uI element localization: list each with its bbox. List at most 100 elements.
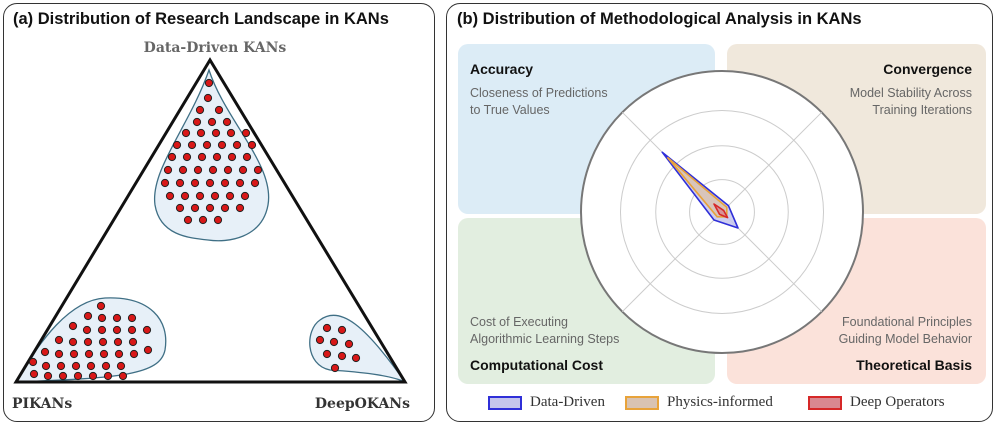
data-driven-point	[211, 128, 221, 138]
legend-item-data-driven: Data-Driven	[488, 394, 605, 411]
data-driven-point	[180, 191, 190, 201]
pikans-point	[29, 369, 39, 379]
legend-swatch-deep-operators	[808, 395, 842, 410]
quadrant-accuracy-title: Accuracy	[470, 61, 533, 77]
deepokans-point	[344, 339, 354, 349]
pikans-point	[143, 345, 153, 355]
data-driven-point	[160, 178, 170, 188]
deepokans-point	[329, 337, 339, 347]
pikans-point	[41, 361, 51, 371]
radar-spoke-3	[721, 211, 823, 313]
data-driven-point	[240, 191, 250, 201]
legend-label-deep-operators: Deep Operators	[850, 394, 945, 410]
panel-b-title: (b) Distribution of Methodological Analy…	[457, 10, 862, 28]
data-driven-point	[213, 215, 223, 225]
pikans-point	[101, 361, 111, 371]
legend-label-physics-informed: Physics-informed	[667, 394, 773, 410]
pikans-point	[129, 349, 139, 359]
quadrant-cost-desc-2: Algorithmic Learning Steps	[470, 332, 619, 346]
radar-chart	[580, 70, 864, 354]
data-driven-point	[210, 191, 220, 201]
pikans-point	[83, 311, 93, 321]
data-driven-point	[178, 165, 188, 175]
deepokans-point	[337, 325, 347, 335]
pikans-point	[54, 349, 64, 359]
radar-grid-ring-2	[655, 145, 789, 279]
radar-grid-ring-1	[689, 179, 755, 245]
data-driven-point	[183, 215, 193, 225]
quadrant-cost-title: Computational Cost	[470, 357, 603, 373]
pikans-point	[112, 325, 122, 335]
deepokans-point	[351, 353, 361, 363]
data-driven-point	[242, 152, 252, 162]
data-driven-point	[241, 128, 251, 138]
data-driven-point	[235, 203, 245, 213]
pikans-point	[127, 325, 137, 335]
radar-series-deep-operators	[713, 203, 729, 219]
pikans-point	[96, 301, 106, 311]
data-driven-point	[220, 203, 230, 213]
pikans-point	[127, 313, 137, 323]
pikans-point	[28, 357, 38, 367]
data-driven-point	[222, 117, 232, 127]
data-driven-point	[207, 117, 217, 127]
data-driven-point	[205, 178, 215, 188]
pikans-point	[97, 313, 107, 323]
data-driven-point	[208, 165, 218, 175]
legend-item-deep-operators: Deep Operators	[808, 394, 945, 411]
data-driven-point	[227, 152, 237, 162]
data-driven-point	[204, 78, 214, 88]
data-driven-point	[172, 140, 182, 150]
data-driven-point	[165, 191, 175, 201]
legend-swatch-data-driven	[488, 395, 522, 410]
pikans-point	[56, 361, 66, 371]
pikans-point	[83, 337, 93, 347]
quadrant-accuracy-desc-1: Closeness of Predictions	[470, 86, 608, 100]
pikans-point	[142, 325, 152, 335]
legend: Data-Driven Physics-informed Deep Operat…	[488, 394, 968, 416]
panel-a-title: (a) Distribution of Research Landscape i…	[13, 10, 389, 28]
data-driven-point	[193, 165, 203, 175]
pikans-point	[116, 361, 126, 371]
data-driven-point	[190, 203, 200, 213]
data-driven-point	[175, 203, 185, 213]
quadrant-convergence-title: Convergence	[883, 61, 972, 77]
data-driven-point	[195, 105, 205, 115]
legend-item-physics-informed: Physics-informed	[625, 394, 773, 411]
quadrant-theory-title: Theoretical Basis	[856, 357, 972, 373]
data-driven-point	[253, 165, 263, 175]
pikans-point	[112, 313, 122, 323]
quadrant-theory-desc-2: Guiding Model Behavior	[839, 332, 972, 346]
data-driven-point	[181, 128, 191, 138]
pikans-point	[82, 325, 92, 335]
quadrant-convergence-desc-1: Model Stability Across	[850, 86, 972, 100]
legend-swatch-physics-informed	[625, 395, 659, 410]
data-driven-point	[225, 191, 235, 201]
pikans-point	[88, 371, 98, 381]
pikans-point	[99, 349, 109, 359]
data-driven-point	[197, 152, 207, 162]
radar-spoke-2	[721, 111, 823, 213]
quadrant-theory-desc-1: Foundational Principles	[842, 315, 972, 329]
quadrant-cost-desc-1: Cost of Executing	[470, 315, 568, 329]
vertex-label-pikans: PIKANs	[12, 396, 72, 412]
data-driven-point	[187, 140, 197, 150]
pikans-point	[114, 349, 124, 359]
pikans-point	[86, 361, 96, 371]
data-driven-point	[212, 152, 222, 162]
data-driven-point	[190, 178, 200, 188]
pikans-point	[118, 371, 128, 381]
data-driven-point	[175, 178, 185, 188]
pikans-point	[103, 371, 113, 381]
deepokans-point	[315, 335, 325, 345]
pikans-point	[71, 361, 81, 371]
pikans-point	[113, 337, 123, 347]
pikans-point	[73, 371, 83, 381]
deepokans-point	[322, 323, 332, 333]
data-driven-point	[226, 128, 236, 138]
pikans-point	[54, 335, 64, 345]
data-driven-point	[195, 191, 205, 201]
radar-grid-ring-3	[619, 109, 825, 315]
